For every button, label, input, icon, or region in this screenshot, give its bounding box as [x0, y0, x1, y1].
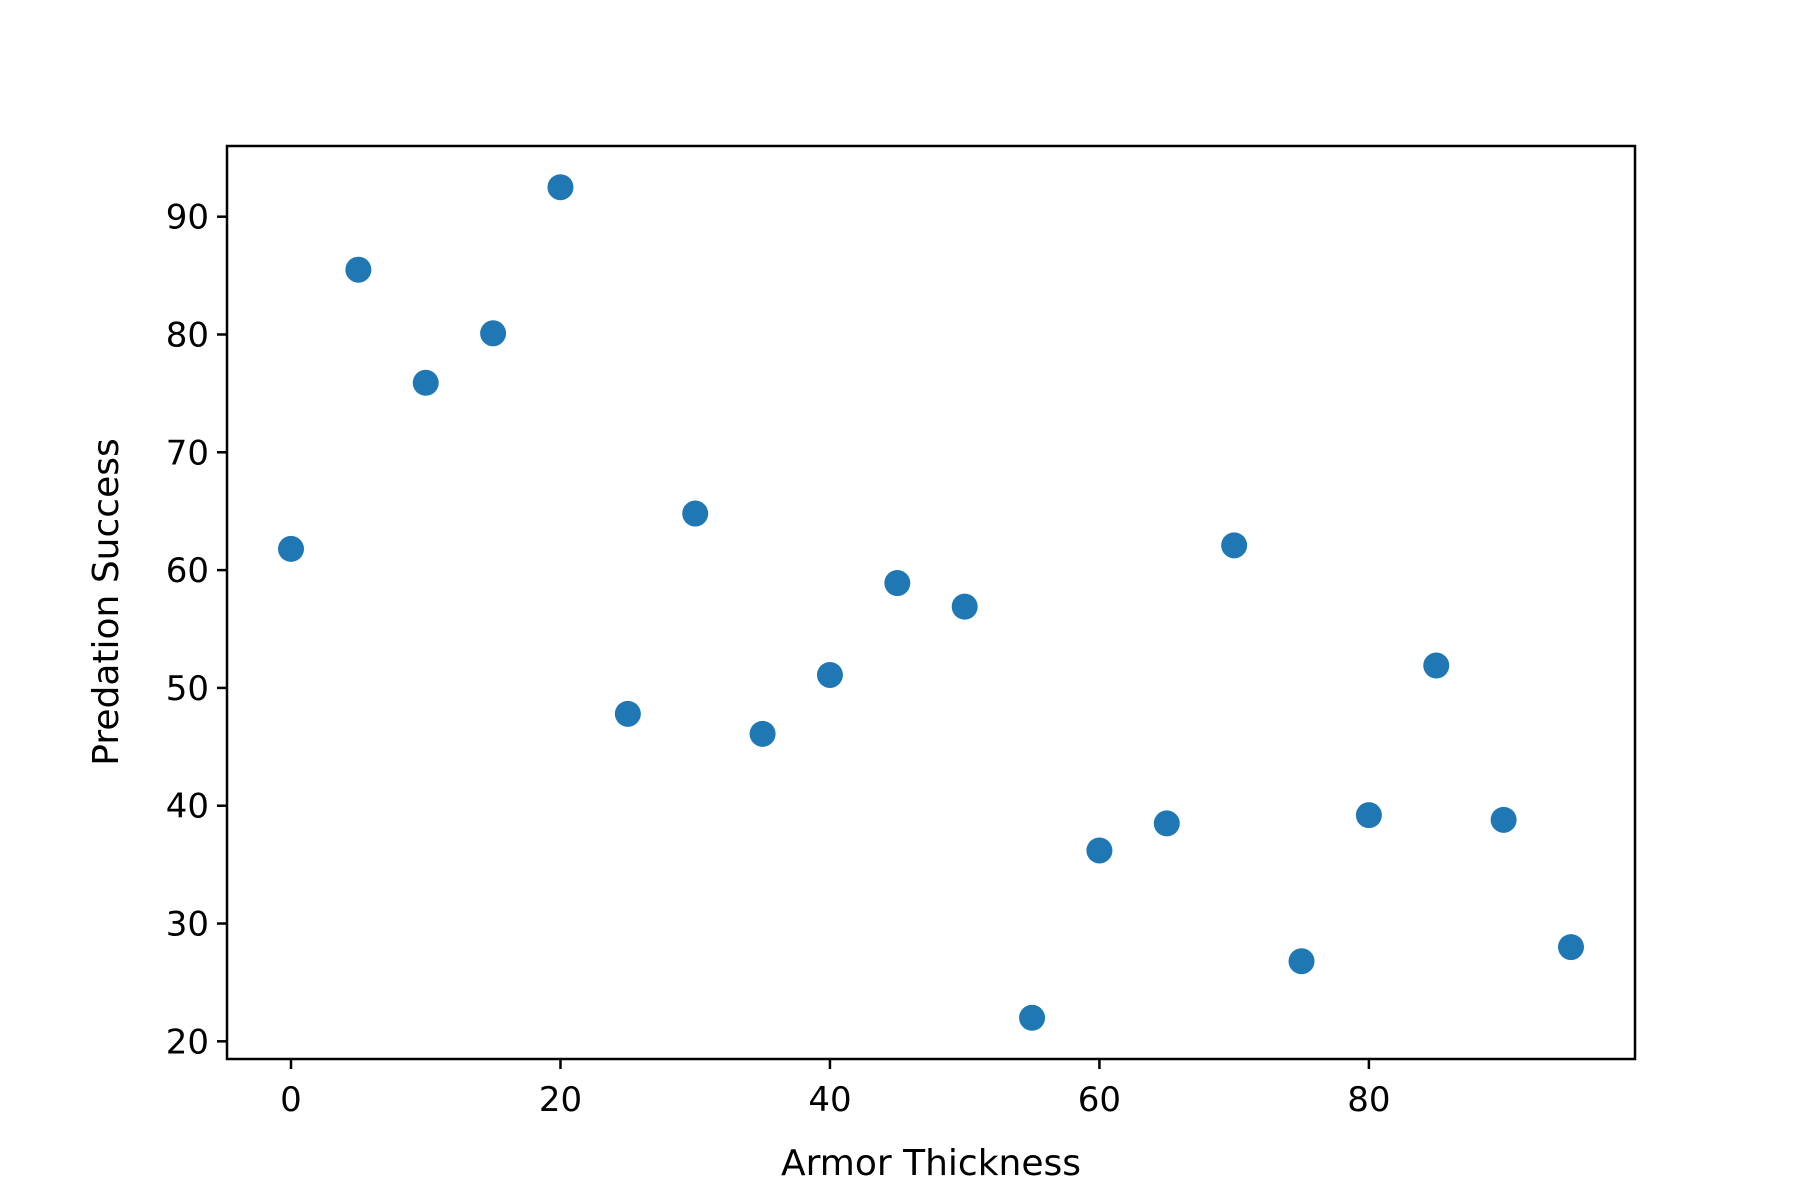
data-point: [749, 720, 776, 747]
data-point: [884, 570, 911, 597]
data-point: [816, 661, 843, 688]
x-tick-label: 60: [1078, 1080, 1121, 1120]
y-tick-label: 90: [166, 198, 209, 238]
data-point: [1490, 806, 1517, 833]
y-tick-label: 40: [166, 787, 209, 827]
plot-area: [227, 146, 1635, 1059]
x-axis-ticks: 0 20 40 60 80: [280, 1059, 1391, 1120]
data-point: [1355, 802, 1382, 829]
y-tick-label: 30: [166, 905, 209, 945]
y-axis-label: Predation Success: [86, 438, 127, 765]
data-point: [412, 369, 439, 396]
y-tick-label: 50: [166, 669, 209, 709]
data-point: [278, 535, 304, 562]
data-point: [614, 700, 641, 727]
data-point: [1153, 810, 1180, 837]
y-axis-ticks: 20 30 40 50 60 70 80 90: [166, 198, 227, 1062]
data-point: [480, 320, 507, 347]
data-point: [1086, 837, 1113, 864]
data-point: [1423, 652, 1450, 679]
data-point: [345, 256, 372, 283]
x-tick-label: 80: [1347, 1080, 1390, 1120]
x-tick-label: 20: [539, 1080, 582, 1120]
y-tick-label: 20: [166, 1022, 209, 1062]
data-point: [1019, 1004, 1046, 1031]
data-point: [682, 500, 709, 527]
y-tick-label: 60: [166, 551, 209, 591]
x-tick-label: 0: [280, 1080, 302, 1120]
y-tick-label: 80: [166, 315, 209, 355]
y-tick-label: 70: [166, 433, 209, 473]
data-point: [547, 174, 574, 201]
data-point: [1288, 948, 1315, 975]
data-point: [1558, 934, 1584, 961]
data-point: [1221, 532, 1248, 559]
x-tick-label: 40: [808, 1080, 851, 1120]
x-axis-label: Armor Thickness: [781, 1143, 1081, 1184]
plot-frame: [225, 144, 1637, 1061]
data-point: [951, 593, 978, 620]
data-points: [278, 174, 1584, 1031]
